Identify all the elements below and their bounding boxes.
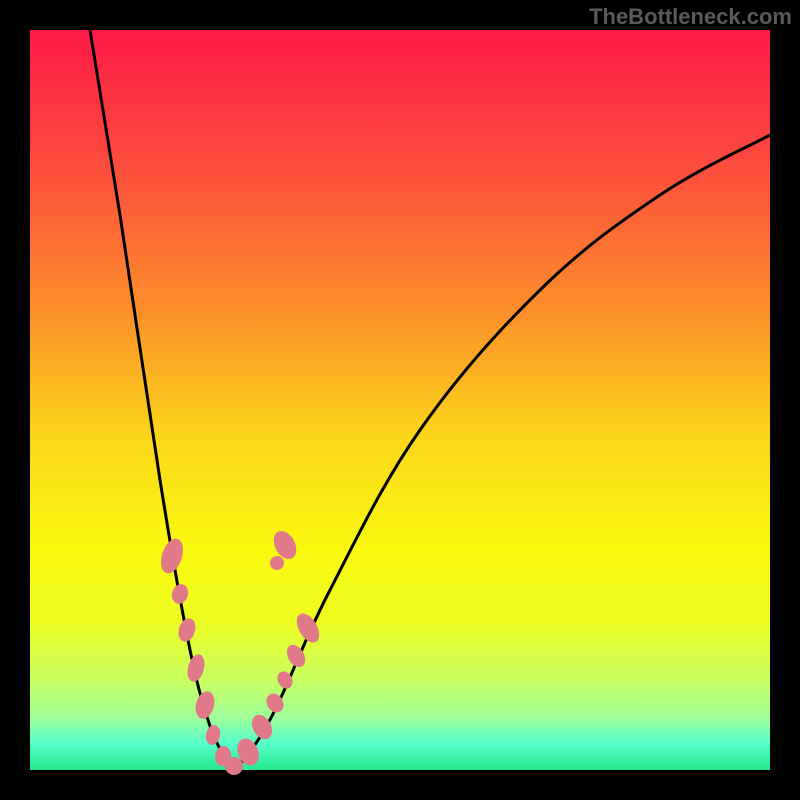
watermark-text: TheBottleneck.com: [589, 4, 792, 30]
bottleneck-chart: [0, 0, 800, 800]
plot-area: [30, 30, 770, 770]
chart-container: { "watermark": { "text": "TheBottleneck.…: [0, 0, 800, 800]
data-marker: [270, 556, 284, 570]
data-marker: [225, 757, 243, 775]
